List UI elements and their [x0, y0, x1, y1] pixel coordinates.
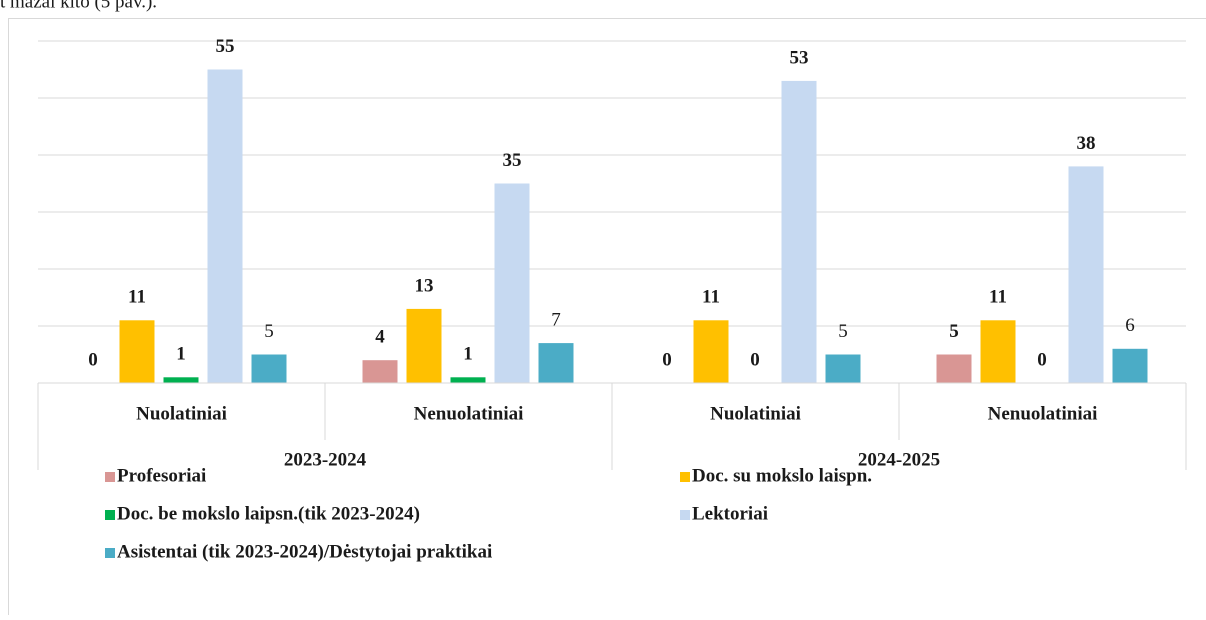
- group-label: 2023-2024: [284, 449, 367, 470]
- bar: [694, 320, 729, 383]
- x-tick-label: Nuolatiniai: [136, 403, 227, 424]
- data-label: 55: [216, 36, 235, 57]
- legend-swatch: [105, 548, 115, 558]
- legend-swatch: [105, 510, 115, 520]
- data-label: 5: [949, 321, 959, 342]
- data-label: 6: [1125, 315, 1135, 336]
- bar: [981, 320, 1016, 383]
- data-label: 4: [375, 327, 385, 348]
- data-label: 0: [88, 349, 98, 370]
- legend-swatch: [680, 510, 690, 520]
- legend-swatch: [105, 472, 115, 482]
- bar: [495, 184, 530, 384]
- bar: [363, 360, 398, 383]
- bar: [782, 81, 817, 383]
- legend-label: Doc. su mokslo laispn.: [692, 465, 872, 486]
- x-tick-label: Nuolatiniai: [710, 403, 801, 424]
- bar: [164, 377, 199, 383]
- bar: [407, 309, 442, 383]
- bar: [1113, 349, 1148, 383]
- x-tick-label: Nenuolatiniai: [414, 403, 524, 424]
- data-label: 7: [551, 309, 561, 330]
- data-label: 35: [503, 150, 522, 171]
- legend-label: Profesoriai: [117, 465, 206, 486]
- legend-label: Asistentai (tik 2023-2024)/Dėstytojai pr…: [117, 541, 492, 562]
- bar: [539, 343, 574, 383]
- bar: [208, 70, 243, 384]
- legend-swatch: [680, 472, 690, 482]
- data-label: 0: [662, 349, 672, 370]
- data-label: 11: [128, 287, 146, 308]
- bar: [451, 377, 486, 383]
- data-label: 0: [750, 349, 760, 370]
- data-label: 13: [415, 275, 434, 296]
- data-label: 38: [1077, 133, 1096, 154]
- x-tick-label: Nenuolatiniai: [988, 403, 1098, 424]
- text-above: t mažai kito (5 pav.).: [0, 0, 157, 12]
- legend-label: Lektoriai: [692, 503, 768, 524]
- bar: [1069, 166, 1104, 383]
- bar: [252, 355, 287, 384]
- data-label: 5: [838, 321, 848, 342]
- data-label: 1: [176, 344, 186, 365]
- data-label: 0: [1037, 349, 1047, 370]
- data-label: 1: [463, 344, 473, 365]
- data-label: 11: [702, 287, 720, 308]
- data-label: 53: [790, 47, 809, 68]
- chart-border: [9, 19, 1206, 616]
- data-label: 5: [264, 321, 274, 342]
- bar: [937, 355, 972, 384]
- bar: [120, 320, 155, 383]
- data-label: 11: [989, 287, 1007, 308]
- legend-label: Doc. be mokslo laipsn.(tik 2023-2024): [117, 503, 420, 524]
- bar: [826, 355, 861, 384]
